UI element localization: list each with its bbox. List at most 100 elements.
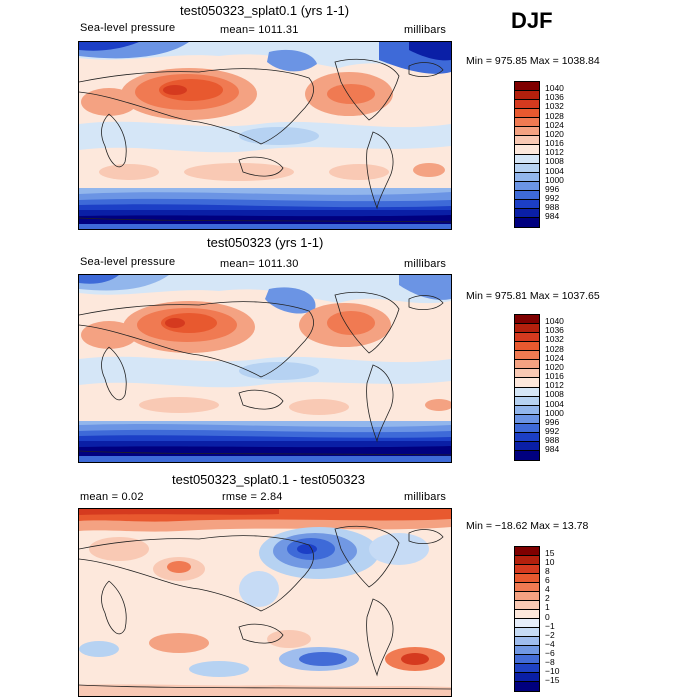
colorbar-swatch bbox=[515, 387, 539, 397]
panel-2-units: millibars bbox=[404, 258, 447, 270]
colorbar-swatch bbox=[515, 369, 539, 379]
panel-1-cbar-label: 1004 bbox=[545, 166, 564, 176]
panel-2-cbar-label: 1040 bbox=[545, 316, 564, 326]
panel-2-cbar-label: 1024 bbox=[545, 353, 564, 363]
colorbar-swatch bbox=[515, 82, 539, 92]
panel-2-cbar-label: 1008 bbox=[545, 389, 564, 399]
panel-2-cbar-label: 1032 bbox=[545, 334, 564, 344]
panel-3-title: test050323_splat0.1 - test050323 bbox=[172, 472, 365, 487]
panel-1-field: Sea-level pressure bbox=[80, 22, 176, 34]
panel-1-units: millibars bbox=[404, 24, 447, 36]
panel-1-minmax: Min = 975.85 Max = 1038.84 bbox=[466, 55, 600, 67]
colorbar-swatch bbox=[515, 91, 539, 101]
panel-1-cbar-label: 1016 bbox=[545, 138, 564, 148]
panel-3-cbar-label: −6 bbox=[545, 648, 555, 658]
colorbar-swatch bbox=[515, 441, 539, 451]
colorbar-swatch bbox=[515, 324, 539, 334]
colorbar-swatch bbox=[515, 315, 539, 325]
panel-1-title: test050323_splat0.1 (yrs 1-1) bbox=[180, 3, 350, 18]
panel-2-colorbar bbox=[514, 314, 540, 461]
colorbar-swatch bbox=[515, 682, 539, 691]
panel-1-cbar-label: 996 bbox=[545, 184, 560, 194]
panel-1-cbar-label: 1036 bbox=[545, 92, 564, 102]
colorbar-swatch bbox=[515, 450, 539, 460]
panel-1-cbar-label: 988 bbox=[545, 202, 560, 212]
colorbar-swatch bbox=[515, 208, 539, 218]
panel-1-cbar-label: 1024 bbox=[545, 120, 564, 130]
panel-2-cbar-label: 1004 bbox=[545, 399, 564, 409]
colorbar-swatch bbox=[515, 423, 539, 433]
panel-1-cbar-label: 984 bbox=[545, 211, 560, 221]
panel-3-cbar-label: 8 bbox=[545, 566, 550, 576]
panel-3-cbar-label: −15 bbox=[545, 675, 560, 685]
panel-1-slp-field bbox=[79, 42, 451, 229]
colorbar-swatch bbox=[515, 136, 539, 146]
colorbar-swatch bbox=[515, 100, 539, 110]
panel-2-title: test050323 (yrs 1-1) bbox=[207, 235, 324, 250]
panel-1-cbar-label: 992 bbox=[545, 193, 560, 203]
colorbar-swatch bbox=[515, 646, 539, 655]
colorbar-swatch bbox=[515, 610, 539, 619]
colorbar-swatch bbox=[515, 378, 539, 388]
panel-3-cbar-label: 4 bbox=[545, 584, 550, 594]
colorbar-swatch bbox=[515, 574, 539, 583]
panel-2-map bbox=[78, 274, 452, 463]
colorbar-swatch bbox=[515, 637, 539, 646]
panel-2-cbar-label: 1020 bbox=[545, 362, 564, 372]
panel-3-cbar-label: −4 bbox=[545, 639, 555, 649]
colorbar-swatch bbox=[515, 547, 539, 556]
colorbar-swatch bbox=[515, 601, 539, 610]
panel-1-cbar-label: 1040 bbox=[545, 83, 564, 93]
colorbar-swatch bbox=[515, 655, 539, 664]
panel-2-mean: mean= 1011.30 bbox=[220, 258, 299, 270]
colorbar-swatch bbox=[515, 619, 539, 628]
panel-1-mean: mean= 1011.31 bbox=[220, 24, 299, 36]
colorbar-swatch bbox=[515, 127, 539, 137]
colorbar-swatch bbox=[515, 351, 539, 361]
colorbar-swatch bbox=[515, 199, 539, 209]
colorbar-swatch bbox=[515, 172, 539, 182]
colorbar-swatch bbox=[515, 109, 539, 119]
panel-3-diff-field bbox=[79, 509, 451, 696]
panel-3-cbar-label: −8 bbox=[545, 657, 555, 667]
panel-1-cbar-label: 1028 bbox=[545, 111, 564, 121]
panel-2-cbar-label: 1036 bbox=[545, 325, 564, 335]
panel-3-colorbar bbox=[514, 546, 540, 692]
panel-1-colorbar bbox=[514, 81, 540, 228]
colorbar-swatch bbox=[515, 556, 539, 565]
panel-1-cbar-label: 1012 bbox=[545, 147, 564, 157]
panel-3-cbar-label: 6 bbox=[545, 575, 550, 585]
panel-2-cbar-label: 988 bbox=[545, 435, 560, 445]
panel-3-mean: mean = 0.02 bbox=[80, 491, 144, 503]
panel-3-cbar-label: 1 bbox=[545, 602, 550, 612]
panel-3-cbar-label: 15 bbox=[545, 548, 555, 558]
colorbar-swatch bbox=[515, 217, 539, 227]
colorbar-swatch bbox=[515, 181, 539, 191]
panel-2-slp-field bbox=[79, 275, 451, 462]
colorbar-swatch bbox=[515, 333, 539, 343]
colorbar-swatch bbox=[515, 432, 539, 442]
panel-3-cbar-label: −10 bbox=[545, 666, 560, 676]
panel-2-minmax: Min = 975.81 Max = 1037.65 bbox=[466, 290, 600, 302]
colorbar-swatch bbox=[515, 414, 539, 424]
colorbar-swatch bbox=[515, 360, 539, 370]
panel-2-cbar-label: 996 bbox=[545, 417, 560, 427]
colorbar-swatch bbox=[515, 118, 539, 128]
colorbar-swatch bbox=[515, 154, 539, 164]
colorbar-swatch bbox=[515, 190, 539, 200]
panel-2-cbar-label: 1028 bbox=[545, 344, 564, 354]
colorbar-swatch bbox=[515, 396, 539, 406]
panel-1-cbar-label: 1020 bbox=[545, 129, 564, 139]
panel-2-field: Sea-level pressure bbox=[80, 256, 176, 268]
season-heading: DJF bbox=[511, 8, 553, 33]
colorbar-swatch bbox=[515, 565, 539, 574]
panel-3-cbar-label: −1 bbox=[545, 621, 555, 631]
panel-3-units: millibars bbox=[404, 491, 447, 503]
colorbar-swatch bbox=[515, 342, 539, 352]
panel-3-cbar-label: −2 bbox=[545, 630, 555, 640]
colorbar-swatch bbox=[515, 664, 539, 673]
panel-3-map bbox=[78, 508, 452, 697]
panel-1-map bbox=[78, 41, 452, 230]
panel-3-cbar-label: 10 bbox=[545, 557, 555, 567]
panel-1-cbar-label: 1000 bbox=[545, 175, 564, 185]
